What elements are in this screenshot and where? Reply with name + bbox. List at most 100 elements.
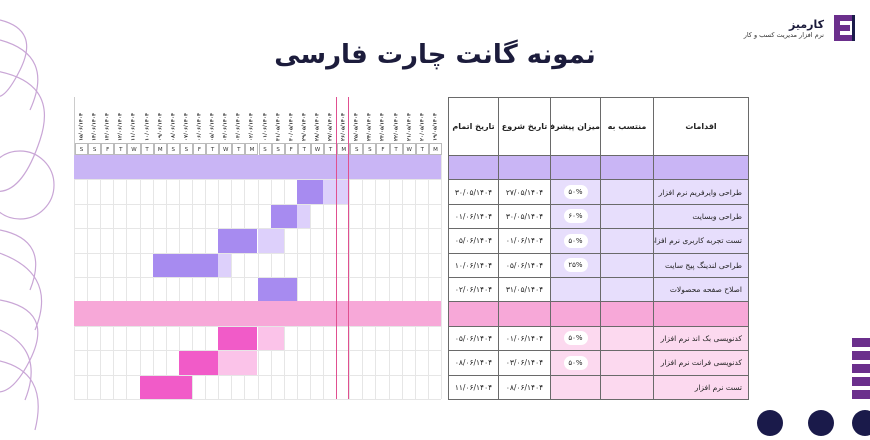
gantt-bar[interactable] <box>139 375 192 399</box>
timeline-day: T <box>232 143 246 155</box>
timeline-date: ۱۰/۰۶/۱۴۰۴ <box>144 112 151 141</box>
progress-cell[interactable] <box>550 276 601 303</box>
task-row[interactable]: طراحی وبسایت ۶۰% ۳۰/۰۵/۱۴۰۴ ۰۱/۰۶/۱۴۰۴ <box>448 203 749 230</box>
progress-cell[interactable]: ۵۰% <box>550 350 601 376</box>
gantt-bar[interactable] <box>178 351 219 375</box>
start-date-cell[interactable]: ۳۰/۰۵/۱۴۰۴ <box>498 203 551 230</box>
timeline-header: ۱۵/۰۶/۱۴۰۴ S ۱۴/۰۶/۱۴۰۴ S ۱۳/۰۶/۱۴۰۴ F ۱۲/۰۶/۱… <box>74 97 442 155</box>
task-row[interactable]: تست تجربه کاربری نرم افزار ۵۰% ۰۱/۰۶/۱۴۰۴ ۰… <box>448 228 749 254</box>
header-assignee: منتسب به <box>600 97 654 156</box>
gantt-bar[interactable] <box>257 326 284 351</box>
progress-cell[interactable] <box>550 374 601 400</box>
decorative-dot <box>852 410 870 436</box>
gantt-bar[interactable] <box>270 204 297 229</box>
progress-cell[interactable]: ۲۵% <box>550 252 601 278</box>
header-actions: اقدامات <box>653 97 749 156</box>
timeline-day: W <box>127 143 141 155</box>
group-cell <box>550 154 601 181</box>
timeline-date: ۰۴/۰۶/۱۴۰۴ <box>222 112 229 141</box>
assignee-cell[interactable] <box>600 228 654 254</box>
assignee-cell[interactable] <box>600 203 654 230</box>
start-date-cell[interactable]: ۰۸/۰۶/۱۴۰۴ <box>498 374 551 400</box>
end-date-cell[interactable]: ۱۰/۰۶/۱۴۰۴ <box>448 252 499 278</box>
progress-value: ۵۰% <box>563 233 588 248</box>
task-row[interactable]: کدنویسی بک اند نرم افزار ۵۰% ۰۱/۰۶/۱۴۰۴ ۰۵/… <box>448 325 749 352</box>
decorative-dot <box>757 410 783 436</box>
timeline-day: S <box>363 143 377 155</box>
task-row[interactable]: اصلاح صفحه محصولات ۳۱/۰۵/۱۴۰۴ ۰۲/۰۶/۱۴۰۴ <box>448 276 749 303</box>
end-date-cell[interactable]: ۰۲/۰۶/۱۴۰۴ <box>448 276 499 303</box>
task-name[interactable]: کدنویسی فرانت نرم افزار <box>653 350 749 376</box>
end-date-cell[interactable]: ۰۱/۰۶/۱۴۰۴ <box>448 203 499 230</box>
task-name[interactable]: تست تجربه کاربری نرم افزار <box>653 228 749 254</box>
start-date-cell[interactable]: ۰۳/۰۶/۱۴۰۴ <box>498 350 551 376</box>
progress-cell[interactable]: ۵۰% <box>550 179 601 205</box>
timeline-day: S <box>88 143 102 155</box>
header-start-date: تاریخ شروع <box>498 97 551 156</box>
task-name[interactable]: کدنویسی بک اند نرم افزار <box>653 325 749 352</box>
assignee-cell[interactable] <box>600 374 654 400</box>
group-cell <box>600 154 654 181</box>
task-name[interactable]: طراحی وبسایت <box>653 203 749 230</box>
gantt-bar[interactable] <box>218 351 258 375</box>
timeline-day: T <box>206 143 220 155</box>
gantt-bar[interactable] <box>257 278 297 302</box>
gantt-bar[interactable] <box>296 180 324 204</box>
task-row[interactable]: طراحی لندینگ پیج سایت ۲۵% ۰۵/۰۶/۱۴۰۴ ۱۰/۰۶/… <box>448 252 749 278</box>
end-date-cell[interactable]: ۰۸/۰۶/۱۴۰۴ <box>448 350 499 376</box>
timeline-date: ۲۴/۰۵/۱۴۰۴ <box>366 112 373 141</box>
timeline-date: ۰۵/۰۶/۱۴۰۴ <box>209 112 216 141</box>
timeline-day: F <box>192 143 207 155</box>
group-row[interactable] <box>448 154 749 181</box>
assignee-cell[interactable] <box>600 276 654 303</box>
gantt-bar[interactable] <box>218 326 258 351</box>
timeline-date: ۲۸/۰۵/۱۴۰۴ <box>314 112 321 141</box>
timeline-day: S <box>179 143 193 155</box>
start-date-cell[interactable]: ۳۱/۰۵/۱۴۰۴ <box>498 276 551 303</box>
progress-cell[interactable]: ۵۰% <box>550 325 601 352</box>
end-date-cell[interactable]: ۰۵/۰۶/۱۴۰۴ <box>448 325 499 352</box>
header-progress: میزان پیشرفت <box>550 97 601 156</box>
timeline-date: ۳۰/۰۵/۱۴۰۴ <box>288 112 295 141</box>
start-date-cell[interactable]: ۰۱/۰۶/۱۴۰۴ <box>498 325 551 352</box>
timeline-day: T <box>297 143 311 155</box>
progress-cell[interactable]: ۶۰% <box>550 203 601 230</box>
progress-value: ۲۵% <box>563 258 588 273</box>
group-cell <box>600 301 654 327</box>
assignee-cell[interactable] <box>600 350 654 376</box>
task-name[interactable]: تست نرم افزار <box>653 374 749 400</box>
page-title: نمونه گانت چارت فارسی <box>274 40 596 70</box>
assignee-cell[interactable] <box>600 325 654 352</box>
gantt-bar[interactable] <box>152 253 219 277</box>
start-date-cell[interactable]: ۲۷/۰۵/۱۴۰۴ <box>498 179 551 205</box>
task-name[interactable]: طراحی لندینگ پیج سایت <box>653 252 749 278</box>
brand-logo[interactable]: کارمیز نرم افزار مدیریت کسب و کار <box>720 8 860 48</box>
end-date-cell[interactable]: ۰۵/۰۶/۱۴۰۴ <box>448 228 499 254</box>
progress-cell[interactable]: ۵۰% <box>550 228 601 254</box>
grid-line <box>74 179 441 181</box>
start-date-cell[interactable]: ۰۱/۰۶/۱۴۰۴ <box>498 228 551 254</box>
task-name[interactable]: اصلاح صفحه محصولات <box>653 276 749 303</box>
gantt-bar[interactable] <box>218 253 232 277</box>
end-date-cell[interactable]: ۱۱/۰۶/۱۴۰۴ <box>448 374 499 400</box>
grid-line <box>74 350 441 352</box>
group-row[interactable] <box>448 301 749 327</box>
timeline-date: ۱۹/۰۵/۱۴۰۴ <box>432 112 439 141</box>
task-row[interactable]: طراحی وایرفریم نرم افزار ۵۰% ۲۷/۰۵/۱۴۰۴ ۳۰/… <box>448 179 749 205</box>
end-date-cell[interactable]: ۳۰/۰۵/۱۴۰۴ <box>448 179 499 205</box>
gantt-bar[interactable] <box>257 229 284 253</box>
decorative-dot <box>808 410 834 436</box>
timeline-day: W <box>402 143 416 155</box>
assignee-cell[interactable] <box>600 179 654 205</box>
gantt-bar[interactable] <box>323 180 350 204</box>
task-row[interactable]: تست نرم افزار ۰۸/۰۶/۱۴۰۴ ۱۱/۰۶/۱۴۰۴ <box>448 374 749 400</box>
timeline-day: F <box>284 143 298 155</box>
start-date-cell[interactable]: ۰۵/۰۶/۱۴۰۴ <box>498 252 551 278</box>
timeline-date: ۰۶/۰۶/۱۴۰۴ <box>196 112 203 141</box>
timeline-day: T <box>114 143 128 155</box>
gantt-bar[interactable] <box>296 204 310 229</box>
task-name[interactable]: طراحی وایرفریم نرم افزار <box>653 179 749 205</box>
gantt-bar[interactable] <box>218 229 258 253</box>
task-row[interactable]: کدنویسی فرانت نرم افزار ۵۰% ۰۳/۰۶/۱۴۰۴ ۰۸/۰… <box>448 350 749 376</box>
assignee-cell[interactable] <box>600 252 654 278</box>
